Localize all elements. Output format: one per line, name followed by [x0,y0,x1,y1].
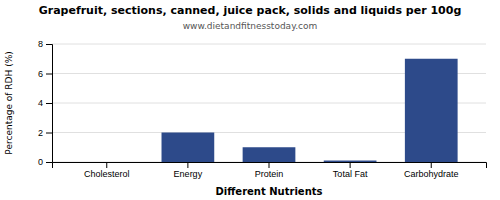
x-tick-mark [187,162,188,168]
grid-line [52,44,486,45]
x-tick: Protein [255,162,284,179]
y-tick: 6 [38,69,52,79]
bars [162,59,458,162]
subtitle: www.dietandfitnesstoday.com [183,21,318,31]
y-tick: 4 [38,98,52,108]
x-tick-label: Carbohydrate [404,169,459,179]
bar [80,162,133,163]
x-tick: Total Fat [333,162,368,179]
bar [162,133,215,163]
x-axis: Cholesterol Energy Protein Total Fat Carbohy… [53,162,487,179]
x-tick: Energy [174,162,203,179]
grid [52,44,486,162]
y-axis-title: Percentage of RDH (%) [4,51,14,154]
bar [324,161,377,162]
y-tick-label: 2 [38,128,43,138]
x-tick-label: Cholesterol [84,169,130,179]
x-tick: Carbohydrate [404,162,459,179]
x-tick-mark [431,162,432,168]
bar [405,59,458,162]
x-tick-mark [269,162,270,168]
y-tick-label: 0 [38,157,43,167]
y-tick-label: 4 [38,98,43,108]
y-tick-mark [46,44,52,45]
y-tick: 0 [38,157,52,167]
x-tick-label: Protein [255,169,284,179]
y-tick: 2 [38,128,52,138]
y-tick-label: 8 [38,39,43,49]
x-tick-label: Energy [174,169,203,179]
title: Grapefruit, sections, canned, juice pack… [39,4,462,17]
y-tick-mark [46,103,52,104]
y-tick-mark [46,133,52,134]
x-tick: Cholesterol [84,162,130,179]
y-tick-label: 6 [38,69,43,79]
bar [243,147,296,162]
x-tick-mark [350,162,351,168]
x-axis-line [53,163,487,169]
x-tick-label: Total Fat [333,169,368,179]
y-tick-mark [46,162,52,163]
y-axis-line [46,45,53,163]
x-axis-title: Different Nutrients [216,186,323,197]
y-tick-mark [46,74,52,75]
chart: Grapefruit, sections, canned, juice pack… [0,0,500,200]
y-axis: 0 2 4 6 8 [38,39,53,167]
x-tick-mark [106,162,107,168]
plot: 0 2 4 6 8 Cholesterol Energy Protein Total Fat Ca… [38,39,487,179]
y-tick: 8 [38,39,52,49]
